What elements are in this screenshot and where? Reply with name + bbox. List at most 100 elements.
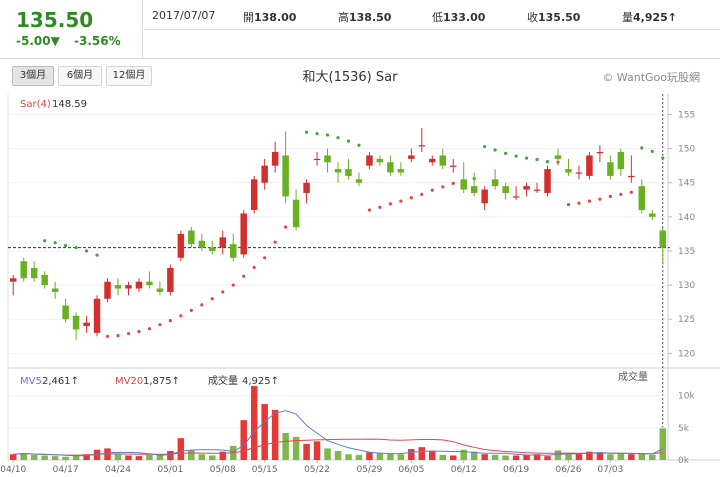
sar-point	[378, 205, 382, 209]
volume-bar	[607, 454, 614, 460]
sar-point	[545, 159, 550, 164]
mv5-value: 2,461↑	[42, 376, 79, 387]
price-tick-label: 120	[678, 349, 695, 359]
volume-bar	[282, 433, 289, 460]
candle-body	[156, 288, 164, 292]
sar-point	[64, 243, 68, 248]
candle-body	[20, 261, 27, 279]
volume-bar	[649, 454, 656, 460]
sar-point	[598, 197, 602, 201]
x-tick-label: 05/01	[157, 465, 183, 475]
sar-point	[325, 133, 330, 137]
volume-tick-label: 10k	[678, 392, 695, 402]
sar-point	[493, 148, 497, 152]
candle-body	[460, 179, 467, 190]
quote-header: 135.50 -5.00▼ -3.56% 2017/07/07 開138.00 …	[0, 0, 720, 59]
range-3-months-button[interactable]: 3個月	[12, 66, 54, 86]
volume-bar	[565, 454, 572, 460]
sar-point	[514, 154, 518, 158]
volume-bar	[261, 404, 268, 460]
range-12-months-button[interactable]: 12個月	[106, 66, 152, 86]
candle-body	[355, 179, 363, 183]
volume-bar	[177, 438, 185, 460]
sar-point	[221, 290, 225, 294]
volume-bar	[167, 451, 174, 460]
price-tick-label: 130	[678, 281, 695, 291]
candle-layer	[9, 128, 667, 340]
sar-point	[147, 327, 152, 331]
candle-body	[387, 162, 394, 173]
x-tick-label: 06/12	[451, 465, 477, 475]
candle-body	[439, 155, 447, 166]
stat-low: 低133.00	[432, 9, 485, 25]
candle-body	[408, 155, 415, 159]
volume-bar	[502, 455, 509, 460]
sar-point	[74, 245, 78, 250]
sar-point	[95, 253, 99, 257]
volume-bar	[586, 451, 593, 460]
sar-point	[315, 131, 319, 136]
sar-point	[661, 156, 665, 160]
volume-bar	[460, 449, 467, 460]
sar-point	[263, 256, 267, 260]
candle-body	[523, 186, 530, 190]
stat-low-value: 133.00	[443, 11, 486, 24]
sar-point	[451, 181, 455, 186]
volume-bar	[659, 428, 667, 460]
volume-bar	[554, 450, 562, 460]
range-6-months-button[interactable]: 6個月	[58, 66, 102, 86]
stat-high-label: 高	[338, 11, 349, 24]
sar-point	[367, 208, 372, 212]
candle-body	[554, 155, 562, 159]
candle-body	[334, 169, 342, 173]
volume-tick-label: 0k	[678, 456, 690, 466]
candle-body	[418, 145, 426, 147]
candle-body	[114, 285, 122, 289]
price-summary: 135.50 -5.00▼ -3.56%	[0, 0, 143, 58]
x-tick-label: 05/29	[356, 465, 382, 475]
stat-volume-value: 4,925↑	[633, 11, 678, 24]
volume-bar	[334, 451, 342, 460]
candle-body	[345, 169, 352, 176]
sar-point	[158, 323, 162, 327]
volume-bar	[397, 454, 405, 460]
sar-point	[587, 199, 592, 203]
volume-bar	[512, 455, 520, 460]
candle-body	[376, 158, 384, 163]
sar-point	[179, 314, 183, 318]
sar-point	[231, 283, 235, 287]
volume-bar	[156, 455, 164, 460]
stat-open-value: 138.00	[254, 11, 297, 24]
grid-layer	[7, 94, 720, 461]
sar-point	[284, 225, 288, 229]
candle-body	[324, 155, 331, 163]
stat-high: 高138.50	[338, 9, 391, 25]
candle-body	[366, 155, 373, 166]
sar-point	[210, 297, 214, 301]
volume-bar	[146, 454, 153, 460]
volume-bar	[324, 448, 331, 460]
volume-bar	[544, 456, 551, 460]
volume-bar	[491, 454, 499, 460]
candle-body	[104, 281, 111, 299]
sar-point	[168, 318, 172, 323]
volume-bar	[481, 454, 488, 460]
sar-point	[388, 202, 392, 206]
volume-bar	[20, 452, 27, 460]
volume-bar	[9, 454, 17, 460]
sar-point	[535, 157, 539, 162]
sar-point	[304, 130, 309, 134]
volume-bar	[429, 451, 436, 460]
stat-open-label: 開	[243, 11, 254, 24]
candle-body	[596, 152, 604, 154]
candle-body	[177, 233, 185, 258]
x-tick-label: 07/03	[597, 465, 623, 475]
volume-bar	[292, 436, 300, 460]
stat-volume: 量4,925↑	[622, 9, 677, 25]
x-tick-label: 04/24	[105, 465, 131, 475]
volume-bar	[114, 454, 122, 460]
candle-body	[261, 165, 268, 183]
price-tick-label: 145	[678, 179, 695, 189]
volume-bar	[198, 454, 206, 460]
